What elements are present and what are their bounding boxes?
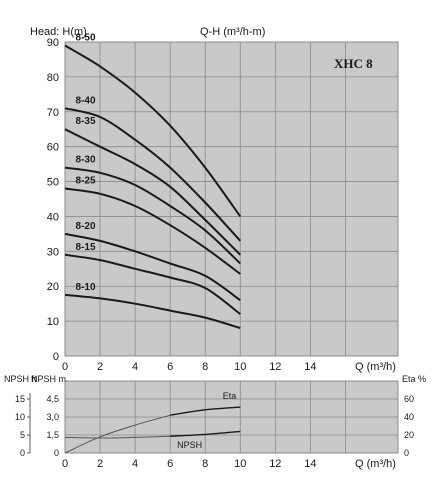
qh-x-axis-label: Q (m³/h): [355, 361, 396, 373]
qh-curves: [64, 44, 242, 330]
npsh-x-tick-label: 10: [234, 458, 246, 470]
npsh-ft-tick-label: 0: [20, 448, 25, 458]
npsh-eta-axes: 0 5 10 15 0 1,5 3,0 4,5 0 20 40 60 0 2 4 6 8 10 12 14: [15, 393, 414, 470]
eta-tick-label: 60: [404, 394, 414, 404]
eta-curve-low: [64, 414, 171, 454]
npsh-m-tick-label: 1,5: [46, 430, 59, 440]
qh-curve-label: 8-25: [76, 176, 96, 187]
qh-curve-8-25: [64, 187, 241, 275]
qh-curve-label: 8-50: [76, 32, 96, 43]
npsh-x-tick-label: 12: [269, 458, 281, 470]
qh-curve-8-20: [64, 232, 241, 302]
eta-tick-label: 20: [404, 430, 414, 440]
qh-curve-8-40: [64, 107, 242, 242]
qh-y-tick-label: 40: [47, 211, 59, 223]
eta-curve: [170, 406, 241, 416]
eta-axis-label: Eta %: [402, 374, 426, 384]
qh-y-tick-label: 10: [47, 316, 59, 328]
npsh-m-tick-label: 3,0: [46, 412, 59, 422]
qh-curve-8-10: [64, 293, 241, 330]
model-name: XHC 8: [334, 56, 373, 71]
qh-y-tick-label: 80: [47, 72, 59, 84]
qh-x-tick-label: 6: [167, 361, 173, 373]
npsh-ft-axis-label: NPSH ft: [4, 374, 37, 384]
qh-curve-8-15: [64, 253, 241, 315]
qh-curve-label: 8-40: [76, 95, 96, 106]
npsh-ft-tick-label: 10: [15, 412, 25, 422]
qh-curve-8-35: [64, 128, 242, 256]
eta-curve-label: Eta: [223, 391, 237, 401]
qh-y-axis-label: Head: H(m): [30, 26, 87, 38]
npsh-ft-tick-label: 15: [15, 394, 25, 404]
npsh-ft-tick-label: 5: [20, 430, 25, 440]
qh-x-tick-label: 4: [132, 361, 138, 373]
npsh-curve-label: NPSH: [177, 440, 202, 450]
qh-x-tick-label: 12: [269, 361, 281, 373]
npsh-eta-x-axis-label: Q (m³/h): [355, 458, 396, 470]
qh-x-ticks: 0 2 4 6 8 10 12 14: [62, 361, 317, 373]
npsh-x-tick-label: 8: [202, 458, 208, 470]
npsh-x-tick-label: 4: [132, 458, 138, 470]
eta-tick-label: 0: [404, 448, 409, 458]
npsh-eta-curves: Eta NPSH: [64, 391, 241, 454]
qh-y-tick-label: 50: [47, 177, 59, 189]
qh-curve-8-30: [64, 166, 241, 265]
qh-curve-labels: 8-50 8-40 8-35 8-30 8-25 8-20 8-15 8-10: [76, 32, 96, 292]
npsh-x-tick-label: 2: [97, 458, 103, 470]
npsh-m-tick-label: 4,5: [46, 394, 59, 404]
qh-chart: 8-508-408-358-308-258-208-158-10 0102030…: [30, 26, 399, 373]
npsh-x-tick-label: 6: [167, 458, 173, 470]
qh-curve-label: 8-20: [76, 221, 96, 232]
npsh-m-axis-label: NPSH m: [31, 374, 66, 384]
qh-curve-label: 8-35: [76, 116, 96, 127]
npsh-x-tick-label: 0: [62, 458, 68, 470]
qh-x-tick-label: 8: [202, 361, 208, 373]
qh-y-tick-label: 20: [47, 281, 59, 293]
qh-x-tick-label: 14: [304, 361, 316, 373]
qh-y-tick-label: 60: [47, 142, 59, 154]
qh-y-tick-label: 0: [53, 351, 59, 363]
qh-x-tick-label: 2: [97, 361, 103, 373]
qh-y-tick-label: 30: [47, 246, 59, 258]
qh-grid: [64, 41, 398, 357]
npsh-eta-chart: Eta NPSH 0 5 10 15 0 1,5 3,0 4,5 0 20 40 60 0 2 4 6 8 10 12…: [4, 374, 426, 470]
qh-x-tick-label: 0: [62, 361, 68, 373]
qh-chart-title: Q-H (m³/h-m): [200, 26, 265, 38]
qh-y-tick-label: 70: [47, 107, 59, 119]
eta-tick-label: 40: [404, 412, 414, 422]
npsh-x-tick-label: 14: [304, 458, 316, 470]
qh-y-tick-label: 90: [47, 37, 59, 49]
qh-curve-label: 8-10: [76, 282, 96, 293]
qh-curve-label: 8-30: [76, 155, 96, 166]
qh-x-tick-label: 10: [234, 361, 246, 373]
npsh-curve: [170, 430, 241, 437]
npsh-eta-grid: [64, 381, 398, 453]
npsh-m-tick-label: 0: [54, 448, 59, 458]
npsh-curve-low: [64, 435, 171, 439]
qh-y-ticks: 0 10 20 30 40 50 60 70 80 90: [47, 37, 59, 363]
qh-curve-8-50: [64, 44, 242, 217]
qh-curve-label: 8-15: [76, 242, 96, 253]
